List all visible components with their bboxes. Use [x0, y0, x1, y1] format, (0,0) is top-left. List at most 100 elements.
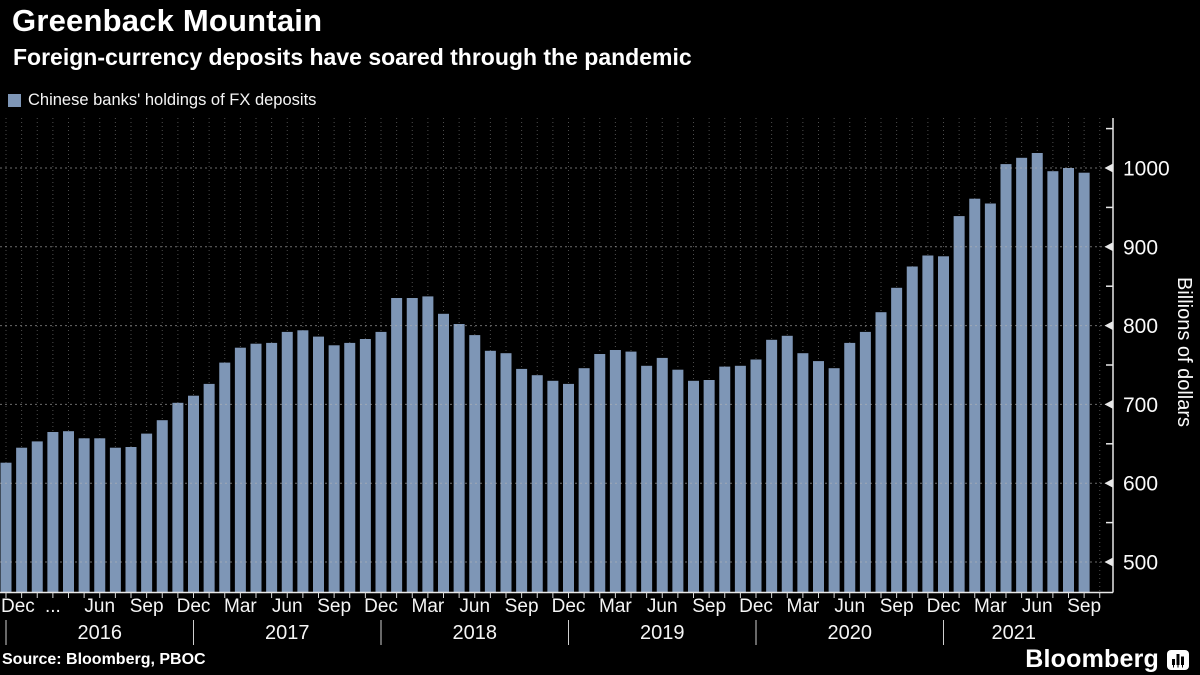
bar-jan-2016: Jan 2016: 645: [16, 447, 28, 593]
year-label: 2021: [992, 622, 1037, 644]
bar-apr-2019: Apr 2019: 767: [625, 351, 637, 593]
x-tick-label: Dec: [1, 596, 35, 617]
y-tick-label: 600: [1123, 473, 1158, 496]
bar-feb-2016: Feb 2016: 653: [31, 441, 43, 593]
legend: Chinese banks' holdings of FX deposits: [8, 91, 316, 110]
x-tick-label: Sep: [130, 596, 164, 617]
y-tick-label: 900: [1123, 236, 1158, 259]
bar-sep-2016: Sep 2016: 663: [141, 433, 153, 593]
bar-sep-2019: Sep 2019: 731: [703, 380, 715, 593]
x-tick-label: Jun: [834, 596, 865, 617]
legend-label: Chinese banks' holdings of FX deposits: [28, 91, 317, 109]
x-tick-label: ...: [45, 596, 61, 617]
page-title: Greenback Mountain: [12, 3, 323, 38]
bar-dec-2015: Dec 2015: 626: [0, 462, 12, 593]
bar-feb-2020: Feb 2020: 787: [781, 335, 793, 593]
x-tick-label: Dec: [927, 596, 961, 617]
year-label: 2019: [640, 622, 685, 644]
legend-swatch-icon: [8, 94, 21, 107]
bar-nov-2019: Nov 2019: 749: [734, 365, 746, 593]
bar-feb-2021: Feb 2021: 961: [969, 198, 981, 593]
bar-may-2020: May 2020: 746: [828, 368, 840, 593]
bar-jan-2019: Jan 2019: 746: [578, 368, 590, 593]
bar-jan-2017: Jan 2017: 726: [203, 383, 215, 593]
bar-jun-2020: Jun 2020: 778: [844, 342, 856, 593]
bar-mar-2017: Mar 2017: 772: [234, 347, 246, 593]
bloomberg-wordmark: Bloomberg: [1025, 645, 1159, 673]
bar-apr-2020: Apr 2020: 755: [813, 361, 824, 593]
bar-sep-2021: Sep 2021: 994: [1078, 172, 1090, 593]
x-axis: Dec... Jun Sep Dec Mar Jun Sep Dec Mar Jun Sep Dec M…: [0, 591, 1113, 645]
bar-nov-2020: Nov 2020: 889: [922, 255, 934, 593]
bar-feb-2018: Feb 2018: 835: [406, 298, 418, 593]
x-tick-label: Dec: [177, 596, 211, 617]
x-tick-label: Mar: [787, 596, 820, 617]
bar-jun-2016: Jun 2016: 657: [94, 438, 106, 593]
bar-chart-icon: [1167, 649, 1189, 670]
x-tick-label: Dec: [552, 596, 586, 617]
x-tick-label: Jun: [1022, 596, 1053, 617]
y-tick-label: 700: [1123, 394, 1158, 417]
x-tick-label: Mar: [412, 596, 445, 617]
bar-dec-2020: Dec 2020: 888: [938, 256, 949, 593]
bar-apr-2021: Apr 2021: 1005: [1000, 164, 1012, 593]
page-subtitle: Foreign-currency deposits have soared th…: [13, 44, 692, 70]
bar-mar-2016: Mar 2016: 665: [47, 432, 59, 593]
bar-mar-2021: Mar 2021: 955: [984, 203, 996, 593]
horizontal-gridlines: [0, 167, 1113, 563]
bar-apr-2017: Apr 2017: 777: [250, 343, 262, 593]
bar-jul-2020: Jul 2020: 792: [859, 331, 871, 593]
bar-may-2019: May 2019: 749: [641, 365, 653, 593]
year-label: 2017: [265, 622, 310, 644]
bar-dec-2019: Dec 2019: 757: [750, 359, 762, 593]
x-tick-label: Dec: [739, 596, 773, 617]
bar-feb-2019: Feb 2019: 764: [594, 354, 606, 593]
bar-jul-2021: Jul 2021: 996: [1047, 171, 1059, 593]
bar-dec-2018: Dec 2018: 726: [563, 383, 574, 593]
x-tick-label: Jun: [459, 596, 490, 617]
bar-nov-2018: Nov 2018: 730: [547, 380, 559, 593]
bloomberg-logo: Bloomberg: [1025, 645, 1189, 674]
bar-mar-2018: Mar 2018: 837: [422, 296, 434, 593]
bar-nov-2016: Nov 2016: 702: [172, 402, 184, 593]
bar-apr-2016: Apr 2016: 666: [63, 431, 74, 593]
bar-oct-2020: Oct 2020: 875: [906, 266, 918, 593]
bar-feb-2017: Feb 2017: 753: [219, 362, 231, 593]
bar-oct-2017: Oct 2017: 778: [344, 342, 356, 593]
bar-nov-2017: Nov 2017: 783: [359, 339, 371, 593]
bar-oct-2018: Oct 2018: 737: [531, 375, 543, 593]
bar-aug-2016: Aug 2016: 646: [125, 447, 137, 593]
bar-sep-2017: Sep 2017: 775: [328, 345, 340, 593]
y-tick-label: 1000: [1123, 158, 1170, 181]
x-tick-label: Mar: [599, 596, 632, 617]
x-tick-label: Sep: [505, 596, 539, 617]
x-tick-label: Jun: [647, 596, 678, 617]
x-tick-label: Mar: [224, 596, 257, 617]
x-tick-label: Dec: [364, 596, 398, 617]
x-tick-label: Sep: [1067, 596, 1101, 617]
bar-may-2017: May 2017: 778: [266, 342, 278, 593]
bar-jan-2020: Jan 2020: 782: [766, 339, 778, 593]
bar-jul-2016: Jul 2016: 645: [109, 447, 121, 593]
year-label: 2018: [453, 622, 498, 644]
x-tick-label: Sep: [880, 596, 914, 617]
bar-jan-2021: Jan 2021: 939: [953, 216, 965, 593]
bar-aug-2021: Aug 2021: 1000: [1063, 168, 1074, 593]
x-tick-label: Sep: [692, 596, 726, 617]
x-tick-label: Jun: [84, 596, 115, 617]
bar-may-2018: May 2018: 802: [453, 324, 465, 593]
bar-may-2021: May 2021: 1013: [1016, 157, 1028, 593]
bar-dec-2017: Dec 2017: 792: [375, 331, 387, 593]
bar-jan-2018: Jan 2018: 835: [391, 298, 403, 593]
x-tick-label: Sep: [317, 596, 351, 617]
y-axis-title: Billions of dollars: [1173, 277, 1195, 427]
x-tick-label: Mar: [974, 596, 1007, 617]
bar-jul-2018: Jul 2018: 768: [484, 350, 496, 593]
year-label: 2020: [828, 622, 873, 644]
bar-mar-2020: Mar 2020: 765: [797, 353, 809, 593]
bar-dec-2016: Dec 2016: 711: [188, 395, 199, 593]
bar-sep-2018: Sep 2018: 745: [516, 368, 528, 593]
bar-aug-2017: Aug 2017: 786: [313, 336, 324, 593]
